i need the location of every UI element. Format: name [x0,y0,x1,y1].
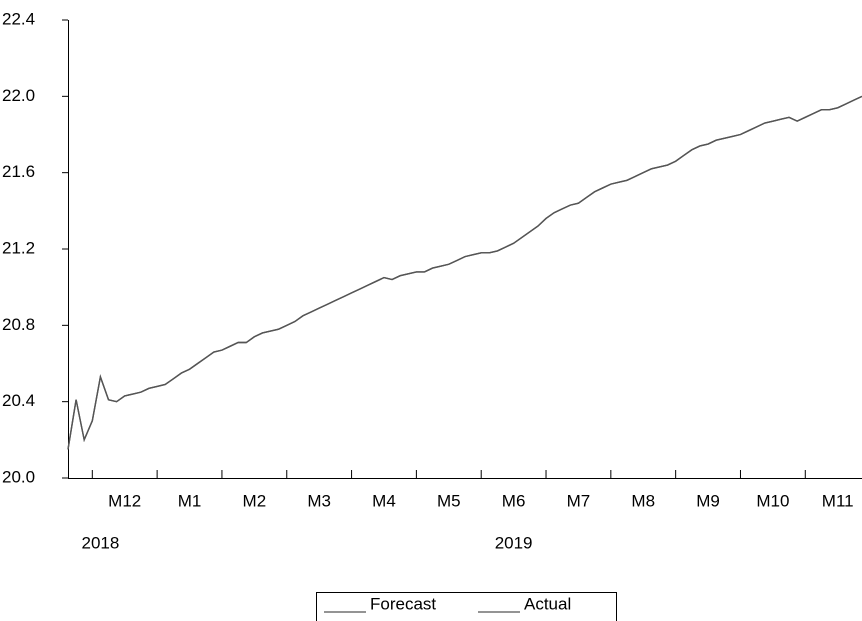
x-tick-label: M8 [631,491,655,510]
x-tick-label: M9 [696,491,720,510]
y-tick-label: 20.0 [2,467,35,486]
y-tick-label: 21.2 [2,238,35,257]
x-tick-label: M1 [178,491,202,510]
y-tick-label: 22.0 [2,86,35,105]
y-tick-label: 20.8 [2,315,35,334]
legend-label: Actual [524,594,571,613]
year-label: 2019 [495,533,533,552]
x-tick-label: M10 [756,491,789,510]
x-tick-label: M2 [243,491,267,510]
x-tick-label: M11 [822,491,854,510]
y-tick-label: 20.4 [2,391,35,410]
x-tick-label: M6 [502,491,526,510]
series-line [67,95,862,450]
x-tick-label: M7 [567,491,591,510]
y-tick-label: 21.6 [2,162,35,181]
year-label: 2018 [81,533,119,552]
series-line [67,95,862,450]
x-tick-label: M12 [108,491,141,510]
legend-label: Forecast [370,594,436,613]
legend-box [316,592,617,621]
y-tick-label: 22.4 [2,9,35,28]
x-tick-label: M5 [437,491,461,510]
x-tick-label: M3 [307,491,331,510]
x-tick-label: M4 [372,491,396,510]
